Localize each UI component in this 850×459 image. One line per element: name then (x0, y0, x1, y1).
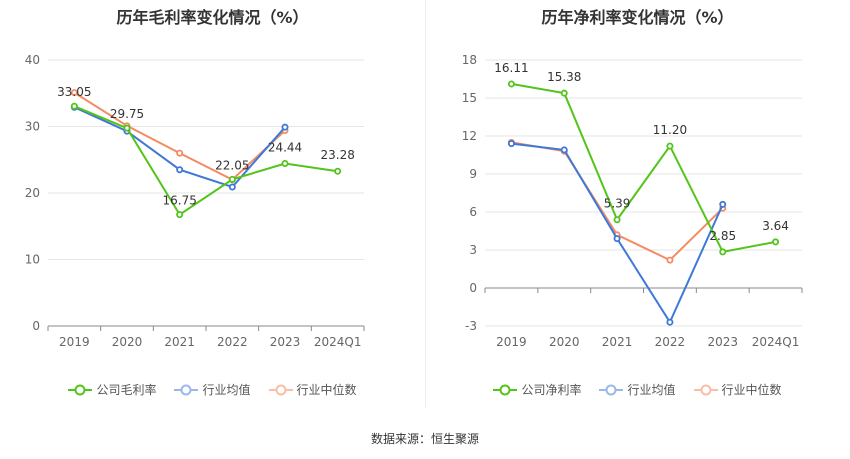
data-label: 22.05 (215, 158, 249, 172)
x-tick-label: 2020 (549, 335, 580, 349)
legend-item-company[interactable]: 公司毛利率 (68, 381, 156, 398)
x-tick-label: 2024Q1 (314, 335, 362, 349)
data-point (176, 149, 184, 157)
x-tick-label: 2019 (59, 335, 90, 349)
data-label: 11.20 (653, 123, 687, 137)
panel-divider (425, 0, 426, 408)
data-point (772, 238, 780, 246)
data-label: 23.28 (320, 148, 354, 162)
legend-label: 行业中位数 (721, 383, 782, 397)
data-label: 2.85 (709, 229, 736, 243)
data-point (666, 256, 674, 264)
y-tick-label: 12 (462, 129, 477, 143)
data-point (281, 159, 289, 167)
x-tick-label: 2021 (164, 335, 195, 349)
net-margin-plot: -3 0 3 6 9 12 15 18 2019 2020 2021 2022 2023 2024Q1 16… (462, 53, 803, 349)
data-point (507, 80, 515, 88)
y-tick-label: 9 (469, 167, 477, 181)
data-point (560, 146, 568, 154)
x-tick-label: 2019 (496, 335, 527, 349)
legend-item-company[interactable]: 公司净利率 (493, 381, 581, 398)
data-point (560, 89, 568, 97)
y-tick-label: -3 (465, 319, 477, 333)
data-label: 5.39 (604, 197, 631, 211)
data-point (70, 89, 78, 97)
data-point (228, 183, 236, 191)
chart-legend: 公司净利率 行业均值 行业中位数 (425, 381, 850, 398)
legend-label: 行业均值 (627, 383, 676, 397)
legend-label: 行业中位数 (296, 383, 357, 397)
data-point (719, 248, 727, 256)
data-point (666, 142, 674, 150)
gross-margin-chart: 历年毛利率变化情况（%） 0 10 20 30 40 2019 2020 2021 2022 20… (0, 0, 425, 420)
legend-marker-icon (174, 384, 199, 395)
data-point (176, 211, 184, 219)
series-line (511, 82, 776, 254)
y-tick-label: 30 (25, 120, 40, 134)
y-tick-label: 10 (25, 253, 40, 267)
y-tick-label: 15 (462, 91, 477, 105)
y-tick-label: 18 (462, 53, 477, 67)
data-point (70, 102, 78, 110)
data-point (613, 235, 621, 243)
data-label: 3.64 (762, 219, 789, 233)
legend-marker-icon (693, 384, 718, 395)
y-tick-label: 3 (469, 243, 477, 257)
data-label: 33.05 (57, 85, 91, 99)
data-label: 24.44 (268, 140, 302, 154)
data-point (281, 123, 289, 131)
legend-label: 公司净利率 (521, 383, 582, 397)
chart-legend: 公司毛利率 行业均值 行业中位数 (0, 381, 425, 398)
chart-title: 历年净利率变化情况（%） (541, 8, 734, 27)
chart-title: 历年毛利率变化情况（%） (116, 8, 309, 27)
legend-marker-icon (599, 384, 624, 395)
legend-label: 公司毛利率 (96, 383, 157, 397)
y-tick-label: 40 (25, 53, 40, 67)
data-point (176, 166, 184, 174)
legend-item-industry-average[interactable]: 行业均值 (599, 381, 676, 398)
series-line (73, 105, 338, 217)
legend-marker-icon (68, 384, 93, 395)
data-point (123, 124, 131, 132)
data-point (666, 318, 674, 326)
data-label: 29.75 (110, 107, 144, 121)
legend-item-industry-average[interactable]: 行业均值 (174, 381, 251, 398)
gross-margin-plot: 0 10 20 30 40 2019 2020 2021 2022 2023 2024Q1 33.05… (25, 53, 365, 349)
legend-marker-icon (493, 384, 518, 395)
y-tick-label: 20 (25, 186, 40, 200)
data-point (507, 140, 515, 148)
data-label: 15.38 (547, 70, 581, 84)
data-label: 16.11 (494, 61, 528, 75)
data-point (613, 216, 621, 224)
y-tick-label: 6 (469, 205, 477, 219)
x-tick-label: 2023 (707, 335, 738, 349)
legend-item-industry-median[interactable]: 行业中位数 (693, 381, 782, 398)
legend-marker-icon (268, 384, 293, 395)
x-tick-label: 2022 (655, 335, 686, 349)
y-tick-label: 0 (469, 281, 477, 295)
x-tick-label: 2021 (602, 335, 633, 349)
data-source-note: 数据来源：恒生聚源 (370, 432, 479, 446)
legend-label: 行业均值 (202, 383, 251, 397)
x-tick-label: 2024Q1 (752, 335, 800, 349)
data-point (228, 175, 236, 183)
x-tick-label: 2022 (217, 335, 248, 349)
data-point (719, 200, 727, 208)
x-tick-label: 2020 (112, 335, 143, 349)
net-margin-chart: 历年净利率变化情况（%） -3 0 3 6 9 12 15 18 2019 2020 2021 202… (425, 0, 850, 420)
legend-item-industry-median[interactable]: 行业中位数 (268, 381, 357, 398)
data-point (334, 167, 342, 175)
data-label: 16.75 (162, 194, 196, 208)
y-tick-label: 0 (32, 319, 40, 333)
x-tick-label: 2023 (270, 335, 301, 349)
